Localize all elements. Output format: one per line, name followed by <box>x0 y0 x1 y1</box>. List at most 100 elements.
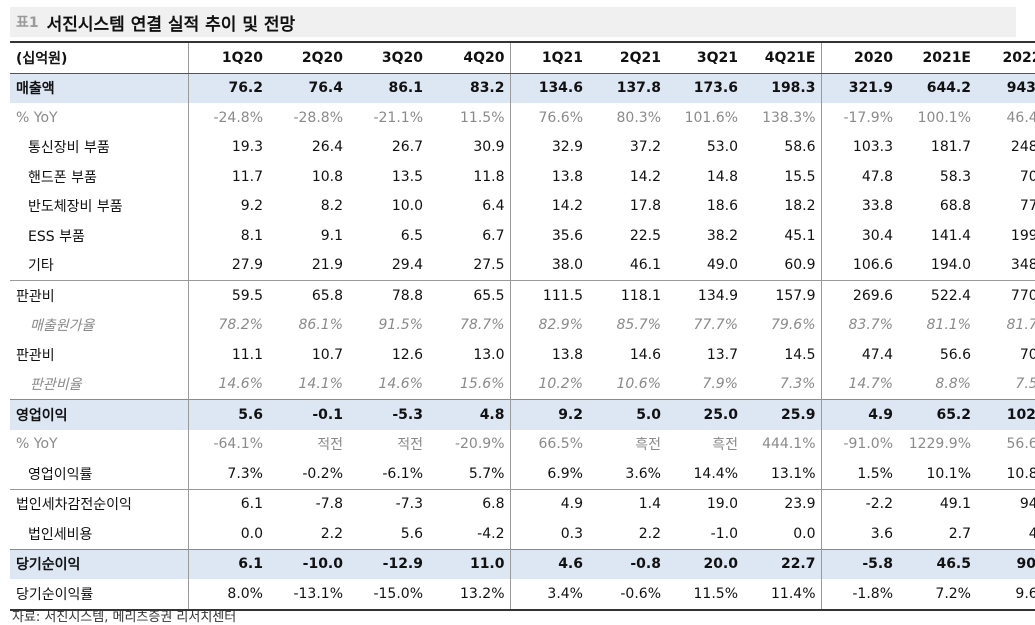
table-cell: 29.4 <box>391 257 423 274</box>
table-cell: 적전 <box>317 437 343 454</box>
table-cell: 6.8 <box>428 488 511 519</box>
table-cell: 53.0 <box>706 139 738 156</box>
table-cell: 13.8 <box>551 346 583 363</box>
table-cell: 65.8 <box>268 280 348 311</box>
table-cell: 82.9% <box>538 317 583 334</box>
table-cell: 111.5 <box>510 280 588 311</box>
table-cell: 6.9% <box>547 465 583 482</box>
table-cell: 86.1% <box>298 317 343 334</box>
table-cell: 76.2 <box>188 72 268 103</box>
table-cell: 22.5 <box>629 227 661 244</box>
table-cell: 173.6 <box>666 72 743 103</box>
row-label: 판관비 <box>10 280 189 311</box>
table-cell: 11.1 <box>231 346 263 363</box>
table-cell: 81.7% <box>1006 317 1035 334</box>
row-label: 당기순이익 <box>10 548 189 579</box>
table-cell: 76.6% <box>538 109 583 126</box>
table-cell: 9.6% <box>976 579 1035 611</box>
table-cell: 13.2% <box>428 579 511 611</box>
table-cell: 4.9 <box>510 488 588 519</box>
table-cell: 269.6 <box>821 280 898 311</box>
table-cell: 70.1 <box>1019 168 1035 185</box>
table-cell: 78.8 <box>348 280 428 311</box>
column-header: 3Q20 <box>348 41 428 74</box>
table-cell: 6.4 <box>428 191 511 221</box>
table-cell: -0.6% <box>588 579 666 611</box>
table-cell: 35.6 <box>551 227 583 244</box>
table-cell: -13.1% <box>268 579 348 611</box>
table-cell: 27.9 <box>231 257 263 274</box>
table-cell: -1.0 <box>710 525 738 542</box>
table-cell: -5.3 <box>348 399 428 430</box>
table-cell: 2.7 <box>948 525 971 542</box>
table-cell: 79.6% <box>743 310 822 340</box>
table-cell: 58.3 <box>939 168 971 185</box>
table-cell: 11.8 <box>428 162 511 192</box>
table-cell: 46.4% <box>1006 109 1035 126</box>
table-cell: 23.9 <box>743 488 822 519</box>
table-cell: -20.9% <box>428 429 511 459</box>
table-cell: 14.6% <box>218 376 263 393</box>
table-row: 매출액 76.2 76.4 86.1 83.2 134.6 137.8 173.6 198.3 3… <box>10 72 1035 103</box>
table-cell: 22.7 <box>743 548 822 579</box>
table-cell: -5.8 <box>821 548 898 579</box>
column-header: 1Q20 <box>188 41 268 74</box>
table-cell: 21.9 <box>311 257 343 274</box>
table-cell: 10.8% <box>1006 465 1035 482</box>
table-cell: -91.0% <box>843 436 893 453</box>
table-row: 통신장비 부품 19.3 26.4 26.7 30.9 32.9 37.2 53.0 58.6 1… <box>10 132 1035 162</box>
table-row: 핸드폰 부품 11.7 10.8 13.5 11.8 13.8 14.2 14.8 15.5 47… <box>10 162 1035 192</box>
table-cell: 10.0 <box>391 198 423 215</box>
table-cell: 137.8 <box>588 72 666 103</box>
column-header: 2Q20 <box>268 41 348 74</box>
table-cell: -4.2 <box>428 519 511 549</box>
table-cell: 85.7% <box>616 317 661 334</box>
table-cell: 83.7% <box>848 317 893 334</box>
table-number-tag: 표1 <box>16 15 39 31</box>
table-cell: 77.6 <box>1019 198 1035 215</box>
table-cell: 4.7 <box>1028 525 1035 542</box>
table-cell: -12.9 <box>348 548 428 579</box>
row-label: 당기순이익률 <box>10 579 189 611</box>
table-cell: 30.9 <box>428 132 511 162</box>
table-cell: 6.7 <box>428 221 511 251</box>
table-cell: 14.7% <box>848 376 893 393</box>
table-cell: 18.2 <box>743 191 822 221</box>
table-cell: 94.8 <box>976 488 1035 519</box>
table-cell: 66.5% <box>538 436 583 453</box>
table-row: ESS 부품 8.1 9.1 6.5 6.7 35.6 22.5 38.2 45.1 30.4 14… <box>10 221 1035 251</box>
table-cell: 6.5 <box>400 227 423 244</box>
table-cell: -2.2 <box>821 488 898 519</box>
table-row: 기타 27.9 21.9 29.4 27.5 38.0 46.1 49.0 60.9 106.6 1… <box>10 250 1035 281</box>
table-cell: -7.3 <box>348 488 428 519</box>
table-cell: 26.4 <box>311 139 343 156</box>
table-cell: 14.5 <box>743 340 822 370</box>
table-cell: 49.0 <box>706 257 738 274</box>
table-cell: 76.4 <box>268 72 348 103</box>
row-label: 법인세차감전순이익 <box>10 488 189 519</box>
table-cell: 19.0 <box>666 488 743 519</box>
table-row: 판관비율 14.6% 14.1% 14.6% 15.6% 10.2% 10.6% 7.9% 7.… <box>10 369 1035 400</box>
table-cell: 12.6 <box>391 346 423 363</box>
table-cell: 38.0 <box>551 257 583 274</box>
table-cell: -1.8% <box>821 579 898 611</box>
table-cell: 10.1% <box>926 465 971 482</box>
table-cell: -17.9% <box>843 109 893 126</box>
table-cell: 흑전 <box>635 437 661 454</box>
table-cell: 106.6 <box>852 257 893 274</box>
table-cell: -24.8% <box>213 109 263 126</box>
table-cell: 7.3% <box>227 465 263 482</box>
table-cell: 13.8 <box>551 168 583 185</box>
table-cell: 13.0 <box>428 340 511 370</box>
table-cell: 49.1 <box>898 488 976 519</box>
column-header: 4Q20 <box>428 41 511 74</box>
table-cell: -0.1 <box>268 399 348 430</box>
table-cell: 522.4 <box>898 280 976 311</box>
table-cell: 8.8% <box>935 376 971 393</box>
table-cell: 10.6% <box>616 376 661 393</box>
table-title-bar: 표1 서진시스템 연결 실적 추이 및 전망 <box>10 7 1016 37</box>
table-cell: 70.5 <box>1019 346 1035 363</box>
table-cell: 91.5% <box>378 317 423 334</box>
table-row: % YoY -24.8% -28.8% -21.1% 11.5% 76.6% 80.3% 10… <box>10 103 1035 133</box>
table-cell: 7.9% <box>702 376 738 393</box>
